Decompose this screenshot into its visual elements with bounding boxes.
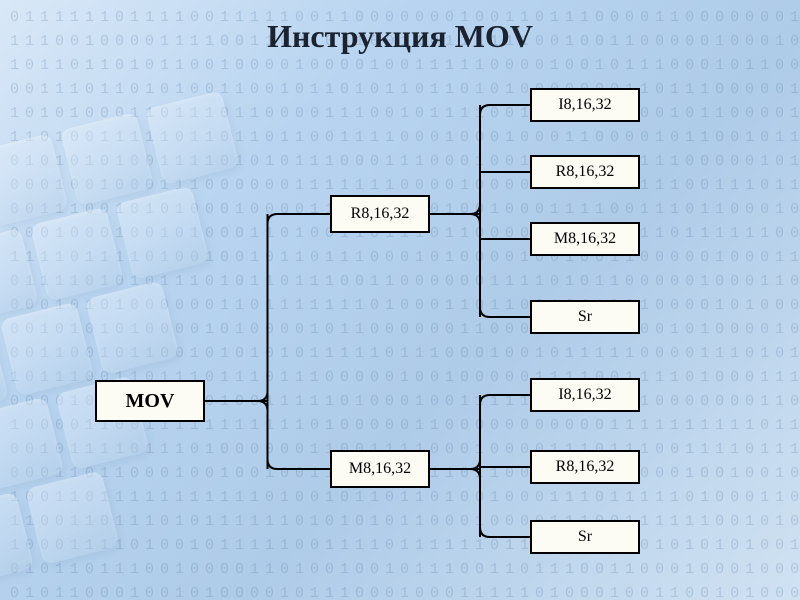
- node-leaf-5: R8,16,32: [530, 450, 640, 484]
- node-leaf-0: I8,16,32: [530, 88, 640, 122]
- node-leaf-3: Sr: [530, 300, 640, 334]
- bracket-connectors: [0, 0, 800, 600]
- node-leaf-2: M8,16,32: [530, 222, 640, 256]
- node-leaf-6: Sr: [530, 520, 640, 554]
- node-leaf-1: R8,16,32: [530, 155, 640, 189]
- node-leaf-4: I8,16,32: [530, 378, 640, 412]
- node-mid-m: M8,16,32: [330, 450, 430, 488]
- node-root-mov: MOV: [95, 380, 205, 422]
- node-mid-r: R8,16,32: [330, 195, 430, 233]
